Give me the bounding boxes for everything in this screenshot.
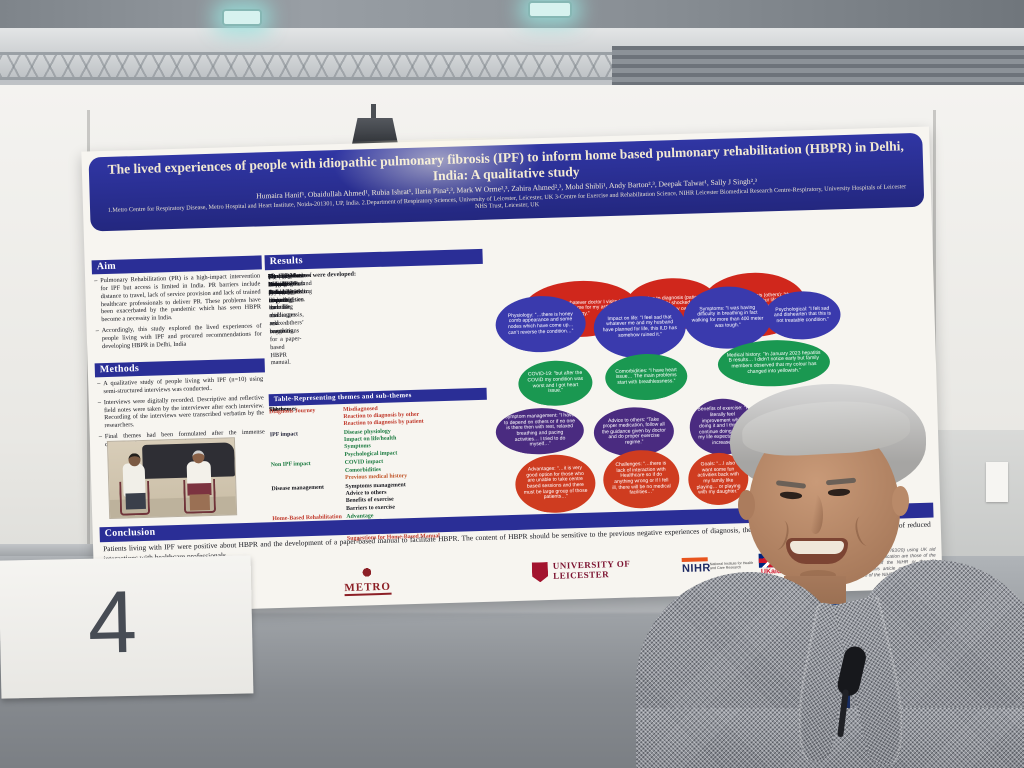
metro-icon [362, 567, 373, 578]
board-number-sheet: 4 [0, 555, 254, 699]
bubble-tail [514, 342, 530, 354]
table-theme: Disease management [271, 484, 325, 493]
teeth [790, 541, 844, 554]
sunglasses-temple [837, 689, 849, 738]
patient-legs [189, 494, 211, 511]
bubble-tail [782, 329, 799, 341]
quote-bubble-symptoms: Symptoms: “I was having difficulty in br… [682, 285, 773, 350]
right-wall-panel [933, 430, 1024, 580]
table-row: Disease management Symptoms management A… [271, 480, 490, 516]
quote-bubble-physiology: Physiology: “…there is honey comb appear… [494, 294, 587, 354]
ear [892, 486, 909, 516]
quote-bubble-psychological: Psychological: “I felt sad and dishearte… [763, 290, 842, 341]
quote-bubble-impact-on-life: Impact on life: “I feel sad that whateve… [592, 294, 687, 360]
bubble-tail [533, 502, 550, 514]
chin-shadow [800, 570, 836, 580]
ceiling-lamp-icon [528, 1, 572, 18]
table-theme: Diagnosis Journey [269, 407, 316, 415]
small-paper [986, 462, 1008, 502]
bubble-tail [702, 338, 718, 350]
table-row: IPF impact Disease physiology Impact on … [270, 426, 489, 462]
table-theme: IPF impact [269, 431, 298, 439]
bubble-tail [536, 395, 553, 407]
quote-bubble-advantages: Advantages: “…it is very good option for… [514, 453, 597, 514]
spotlight-glow [331, 136, 544, 213]
bubble-tail [644, 497, 661, 510]
ear [738, 490, 755, 520]
board-number: 4 [86, 571, 138, 672]
ceiling-top-band [0, 0, 1024, 30]
aim-header: Aim [91, 255, 262, 275]
spotlight-stem [371, 104, 376, 122]
aim-item: Accordingly, this study explored the liv… [96, 323, 263, 351]
interview-photo [106, 437, 238, 520]
aim-text: Pulmonary Rehabilitation (PR) is a high-… [94, 272, 262, 354]
smiling-mouth [786, 538, 848, 564]
themes-table: Themes Subthemes Diagnosis Journey Misdi… [269, 401, 490, 542]
table-theme: Non IPF impact [270, 461, 311, 469]
nose [808, 494, 823, 534]
quote-bubble-symptom-management: Symptom management: “I have to depend on… [495, 406, 585, 456]
uol-shield-icon [532, 562, 549, 582]
ceiling-lamp-icon [222, 9, 262, 26]
results-header: Results [264, 248, 483, 271]
person: ◉ ERS [636, 378, 1024, 768]
quote-bubble-covid: COVID-19: “but after the COVID my condit… [517, 359, 594, 407]
methods-item: Interviews were digitally recorded. Desc… [98, 394, 265, 430]
methods-header: Methods [94, 358, 265, 378]
methods-item: A qualitative study of people living wit… [97, 375, 263, 396]
metro-hospital-logo: METRO [344, 567, 392, 597]
university-of-leicester-logo: UNIVERSITY OF LEICESTER [532, 559, 631, 583]
patient-figure [186, 460, 212, 486]
interviewer-legs [125, 492, 146, 510]
aim-item: Pulmonary Rehabilitation (PR) is a high-… [94, 272, 261, 324]
